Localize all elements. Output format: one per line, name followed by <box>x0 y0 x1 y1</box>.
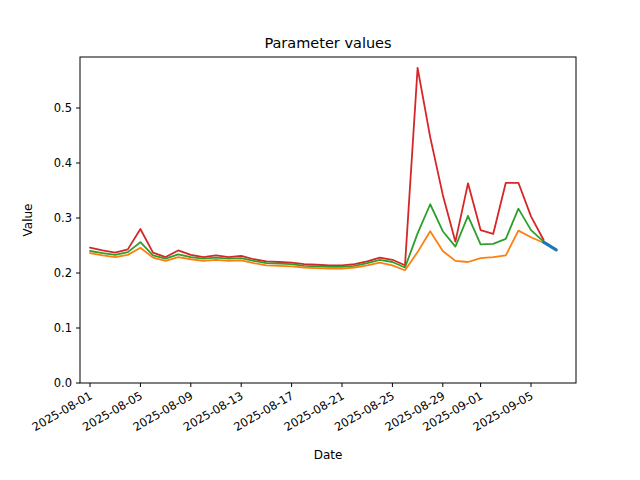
y-tick-label: 0.0 <box>54 376 72 390</box>
y-tick-label: 0.5 <box>54 101 72 115</box>
figure: Parameter values 0.00.10.20.30.40.5 2025… <box>0 0 640 480</box>
y-axis-label: Value <box>21 204 35 237</box>
y-tick-label: 0.1 <box>54 321 72 335</box>
x-axis-label: Date <box>314 448 343 462</box>
y-tick-label: 0.3 <box>54 211 72 225</box>
chart-title: Parameter values <box>264 35 391 51</box>
chart: Parameter values 0.00.10.20.30.40.5 2025… <box>0 0 640 480</box>
y-tick-label: 0.4 <box>54 156 72 170</box>
y-tick-label: 0.2 <box>54 266 72 280</box>
